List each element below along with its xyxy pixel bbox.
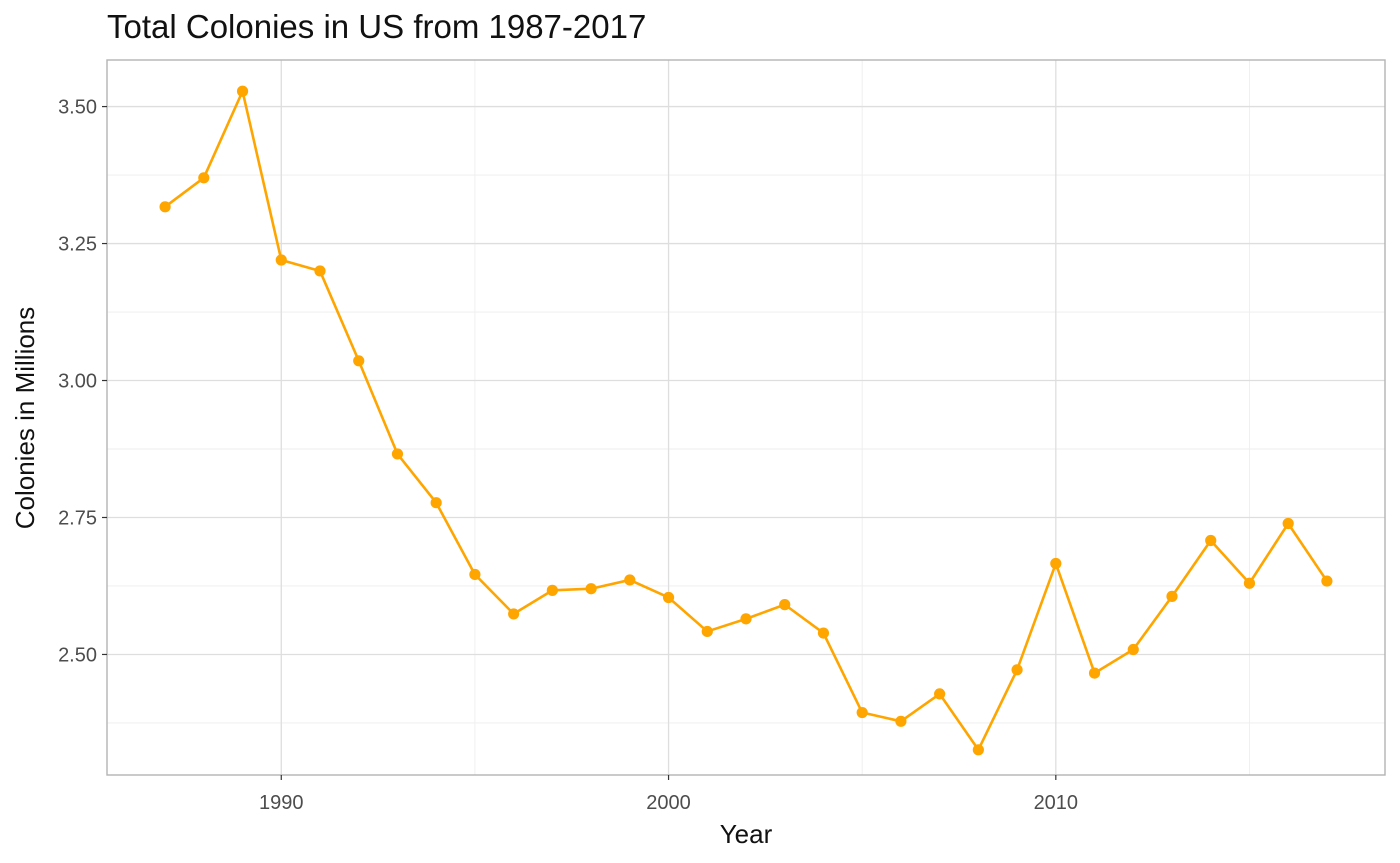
y-tick-label: 3.25 (58, 234, 97, 256)
series-line (164, 89, 1328, 752)
data-point (275, 254, 287, 266)
data-points (159, 85, 1333, 756)
data-point (391, 448, 404, 460)
data-point (701, 625, 713, 638)
data-point (353, 355, 365, 367)
data-point (198, 172, 210, 184)
x-axis-title: Year (720, 819, 773, 849)
data-point (1166, 590, 1178, 602)
data-point (624, 574, 636, 586)
data-point (1205, 534, 1217, 547)
y-tick-label: 2.75 (58, 507, 97, 529)
data-point (779, 599, 791, 611)
data-point (1088, 667, 1101, 679)
data-point (895, 715, 907, 727)
x-axis-ticks: 1990 2000 2010 (259, 775, 1078, 814)
data-point (817, 627, 830, 639)
data-point (585, 583, 597, 595)
gridlines (107, 60, 1385, 775)
data-point (1243, 577, 1256, 589)
data-point (508, 608, 520, 620)
data-point (972, 744, 984, 756)
data-point (314, 265, 326, 277)
data-point (236, 85, 249, 97)
chart-title: Total Colonies in US from 1987-2017 (107, 8, 646, 45)
x-tick-label: 1990 (259, 792, 304, 814)
data-point (159, 201, 171, 213)
data-point (1050, 557, 1062, 570)
data-point (662, 591, 675, 604)
y-axis-title: Colonies in Millions (10, 307, 40, 530)
data-point (1127, 643, 1139, 656)
data-point (934, 688, 946, 700)
plot-panel-border (106, 59, 1386, 776)
series-line-layer (164, 89, 1328, 752)
data-point (1011, 664, 1023, 676)
data-point (1282, 517, 1294, 530)
y-axis-ticks: 2.50 2.75 3.00 3.25 3.50 (58, 97, 107, 666)
data-point (430, 497, 442, 509)
data-point (740, 613, 752, 625)
y-tick-label: 3.00 (58, 371, 97, 393)
y-tick-label: 2.50 (58, 644, 97, 666)
data-point (546, 584, 558, 596)
x-tick-label: 2010 (1034, 792, 1079, 814)
x-tick-label: 2000 (646, 792, 691, 814)
data-point (856, 706, 868, 719)
data-point (1321, 575, 1333, 587)
y-tick-label: 3.50 (58, 97, 97, 119)
data-point (469, 568, 481, 581)
